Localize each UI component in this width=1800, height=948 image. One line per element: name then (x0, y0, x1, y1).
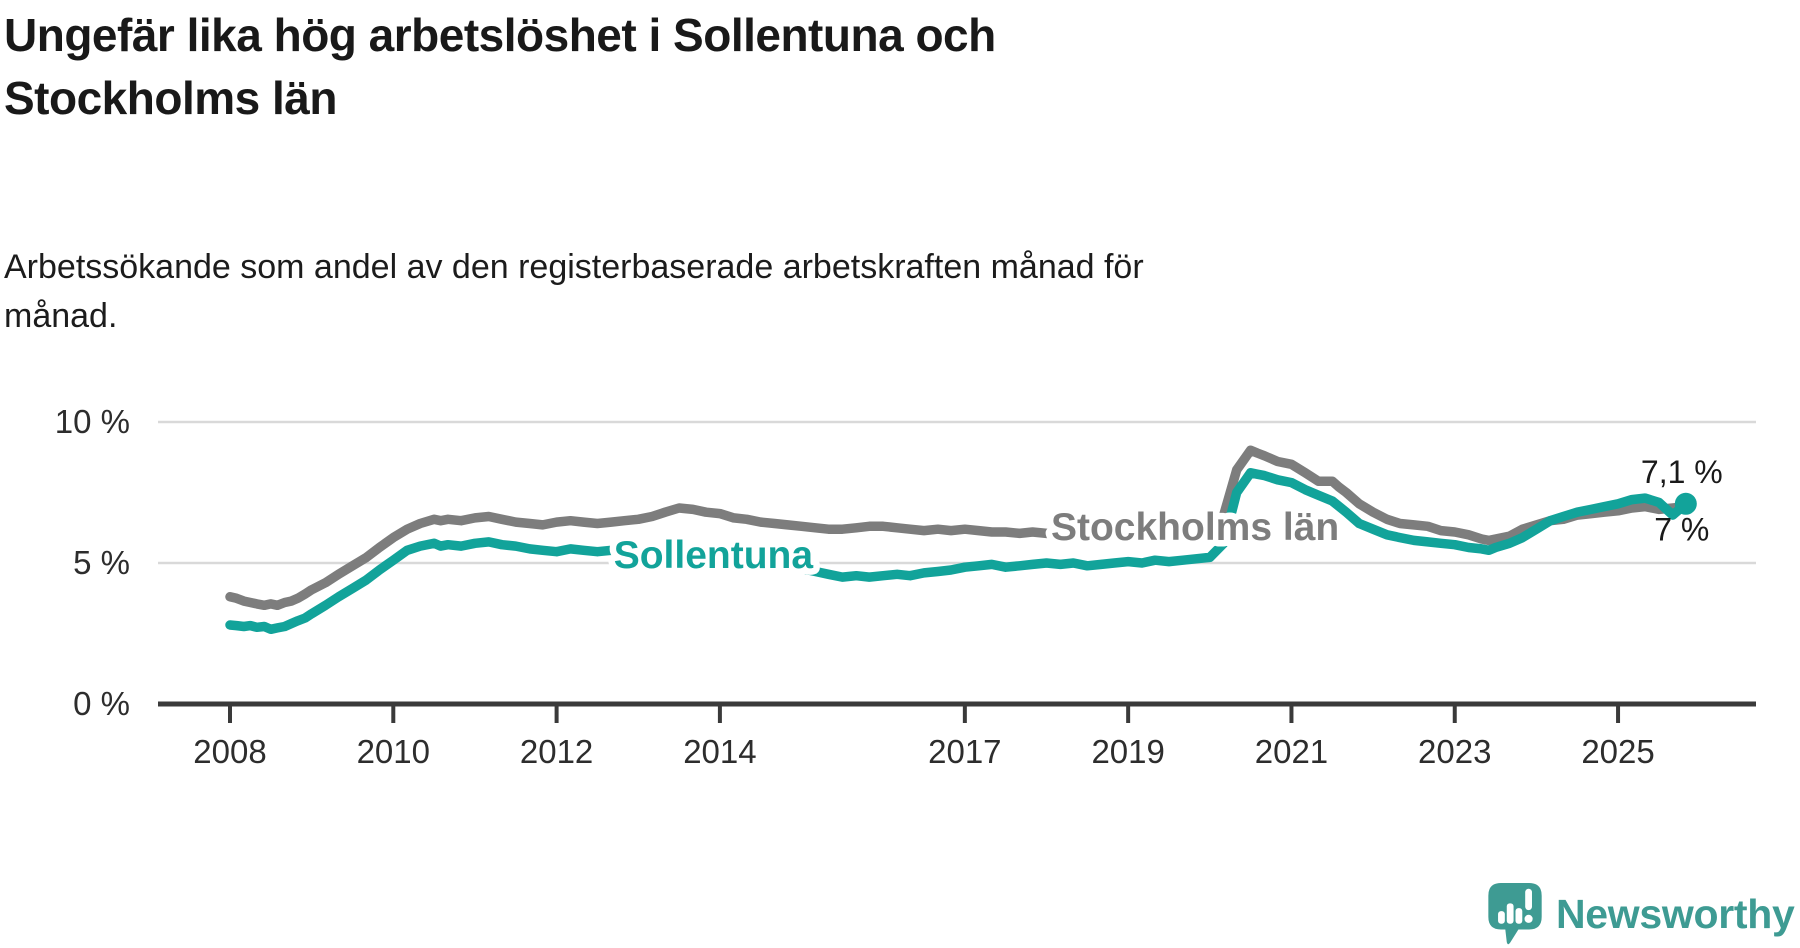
bar-chart-bar-small (1498, 911, 1505, 924)
series-inline-label: Sollentuna (614, 534, 814, 577)
chart-subtitle: Arbetssökande som andel av den registerb… (4, 243, 1144, 342)
newsworthy-logo: Newsworthy (1488, 882, 1795, 946)
bar-chart-bar-tall (1506, 903, 1514, 924)
y-axis-tick-label: 0 % (73, 685, 130, 722)
series-line-sollentuna (225, 468, 1691, 635)
subtitle-line-1: Arbetssökande som andel av den registerb… (4, 248, 1144, 286)
series-end-value-label: 7,1 % (1641, 454, 1723, 490)
series-end-marker (1674, 492, 1697, 515)
x-axis-tick-label: 2014 (683, 733, 756, 770)
x-axis-tick-label: 2010 (357, 733, 430, 770)
bar-chart-bar-medium (1515, 908, 1523, 924)
newsworthy-logo-text: Newsworthy (1556, 890, 1795, 937)
series-inline-label: Stockholms län (1051, 506, 1339, 549)
x-axis-tick-label: 2012 (520, 733, 593, 770)
x-axis-tick-label: 2008 (193, 733, 266, 770)
x-axis-tick-label: 2023 (1418, 733, 1491, 770)
exclamation-bar (1525, 888, 1532, 911)
x-axis-tick-label: 2019 (1091, 733, 1164, 770)
title-line-2: Stockholms län (4, 71, 337, 124)
x-axis-tick-label: 2021 (1255, 733, 1328, 770)
x-axis-tick-label: 2025 (1581, 733, 1654, 770)
x-axis-tick-label: 2017 (928, 733, 1001, 770)
y-axis-tick-label: 10 % (55, 403, 130, 440)
page-title: Ungefär lika hög arbetslöshet i Sollentu… (4, 4, 996, 129)
series-line-stockholms-l-n (225, 445, 1691, 611)
exclamation-dot (1524, 914, 1533, 923)
subtitle-line-2: månad. (4, 297, 118, 336)
y-axis-tick-label: 5 % (73, 544, 130, 581)
newsworthy-logo-icon (1488, 882, 1542, 945)
speech-bubble-shape (1488, 882, 1542, 945)
title-line-1: Ungefär lika hög arbetslöshet i Sollentu… (4, 9, 996, 61)
series-end-value-label: 7 % (1654, 512, 1709, 548)
